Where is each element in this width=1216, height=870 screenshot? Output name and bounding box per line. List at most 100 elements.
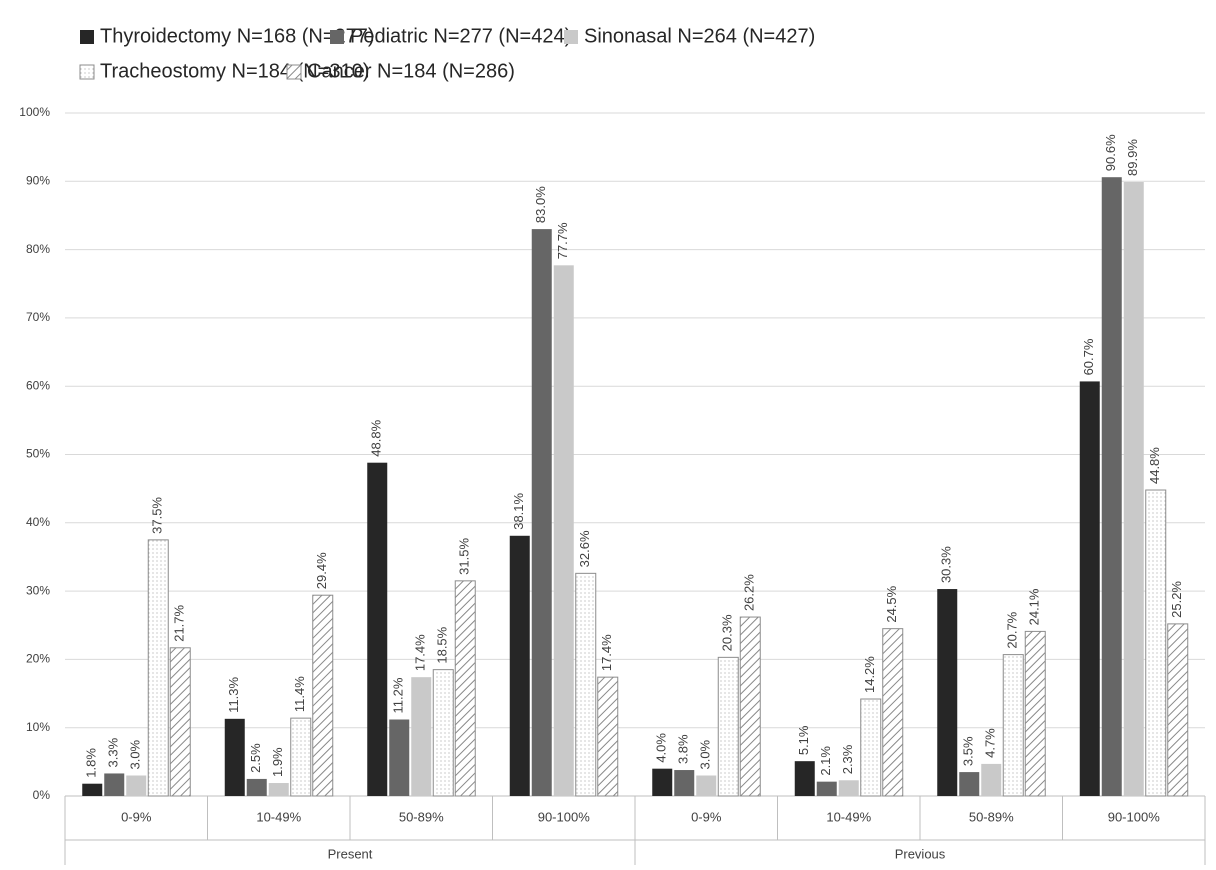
value-label: 89.9% <box>1125 139 1140 176</box>
y-tick-label: 20% <box>26 652 50 666</box>
bar <box>224 718 245 796</box>
value-label: 2.1% <box>818 746 833 776</box>
value-label: 18.5% <box>435 626 450 663</box>
value-label: 24.5% <box>884 585 899 622</box>
x-tick-label: 0-9% <box>691 809 722 824</box>
x-tick-label: 50-89% <box>969 809 1014 824</box>
value-label: 3.5% <box>961 736 976 766</box>
value-label: 3.0% <box>128 739 143 769</box>
value-label: 48.8% <box>369 419 384 456</box>
legend-swatch <box>80 30 94 44</box>
bar <box>1002 654 1024 797</box>
value-label: 3.0% <box>698 739 713 769</box>
bar <box>794 761 815 796</box>
value-label: 32.6% <box>577 530 592 567</box>
bar <box>696 775 717 796</box>
value-label: 4.0% <box>654 733 669 763</box>
y-tick-label: 10% <box>26 720 50 734</box>
bar <box>147 539 169 797</box>
x-tick-label: 0-9% <box>121 809 152 824</box>
bar <box>268 783 289 796</box>
value-label: 30.3% <box>939 546 954 583</box>
x-tick-label: 90-100% <box>1108 809 1160 824</box>
bar <box>169 647 191 797</box>
value-label: 1.9% <box>270 747 285 777</box>
y-tick-label: 70% <box>26 310 50 324</box>
value-label: 90.6% <box>1103 134 1118 171</box>
value-label: 20.3% <box>720 614 735 651</box>
bar <box>937 589 958 796</box>
bar <box>290 717 312 797</box>
y-tick-label: 60% <box>26 378 50 392</box>
value-label: 2.5% <box>248 743 263 773</box>
value-label: 21.7% <box>172 604 187 641</box>
bar <box>246 778 267 796</box>
bar <box>739 616 761 797</box>
value-label: 37.5% <box>150 497 165 534</box>
value-label: 31.5% <box>457 538 472 575</box>
group-label: Present <box>328 846 373 861</box>
bar <box>1079 381 1100 796</box>
legend-label: Sinonasal N=264 (N=427) <box>584 25 815 47</box>
y-tick-label: 30% <box>26 583 50 597</box>
value-label: 77.7% <box>555 222 570 259</box>
bar <box>126 775 147 796</box>
legend-label: Tracheostomy N=184 (N=310) <box>100 60 369 82</box>
value-label: 20.7% <box>1005 611 1020 648</box>
bar <box>838 780 859 796</box>
value-label: 26.2% <box>742 574 757 611</box>
legend-swatch <box>286 64 302 80</box>
value-label: 3.3% <box>106 737 121 767</box>
bar <box>509 535 530 796</box>
bar <box>411 677 432 796</box>
value-label: 11.2% <box>391 677 406 713</box>
legend-label: Pediatric N=277 (N=424) <box>350 25 571 47</box>
value-label: 29.4% <box>314 552 329 589</box>
bar <box>312 594 334 797</box>
bar <box>531 229 552 797</box>
y-tick-label: 100% <box>19 105 50 119</box>
bar <box>981 763 1002 796</box>
value-label: 17.4% <box>413 634 428 671</box>
bar <box>104 773 125 796</box>
value-label: 11.3% <box>226 676 241 712</box>
bar <box>652 768 673 796</box>
value-label: 1.8% <box>84 748 99 778</box>
bar <box>882 628 904 797</box>
y-tick-label: 50% <box>26 447 50 461</box>
bar <box>454 580 476 797</box>
value-label: 4.7% <box>983 728 998 758</box>
bar <box>860 698 882 797</box>
bar <box>82 783 103 796</box>
y-tick-label: 0% <box>33 788 51 802</box>
x-tick-label: 90-100% <box>538 809 590 824</box>
bar <box>1167 623 1189 797</box>
value-label: 83.0% <box>533 186 548 223</box>
y-tick-label: 90% <box>26 173 50 187</box>
group-label: Previous <box>895 846 946 861</box>
bar <box>674 770 695 796</box>
bar <box>432 669 454 797</box>
bar <box>1101 177 1122 796</box>
legend-label: Thyroidectomy N=168 (N=277) <box>100 25 375 47</box>
value-label: 5.1% <box>796 725 811 755</box>
value-label: 24.1% <box>1027 588 1042 625</box>
bar <box>1024 630 1046 797</box>
legend-swatch <box>564 30 578 44</box>
y-tick-label: 80% <box>26 242 50 256</box>
bar <box>553 265 574 797</box>
legend-swatch <box>330 30 344 44</box>
x-tick-label: 10-49% <box>826 809 871 824</box>
bar <box>597 676 619 797</box>
value-label: 44.8% <box>1147 447 1162 484</box>
bar <box>1145 489 1167 797</box>
bar <box>816 781 837 796</box>
value-label: 60.7% <box>1081 338 1096 375</box>
y-tick-label: 40% <box>26 515 50 529</box>
value-label: 14.2% <box>862 656 877 693</box>
legend-swatch <box>79 64 95 80</box>
bar <box>717 656 739 797</box>
value-label: 17.4% <box>599 634 614 671</box>
